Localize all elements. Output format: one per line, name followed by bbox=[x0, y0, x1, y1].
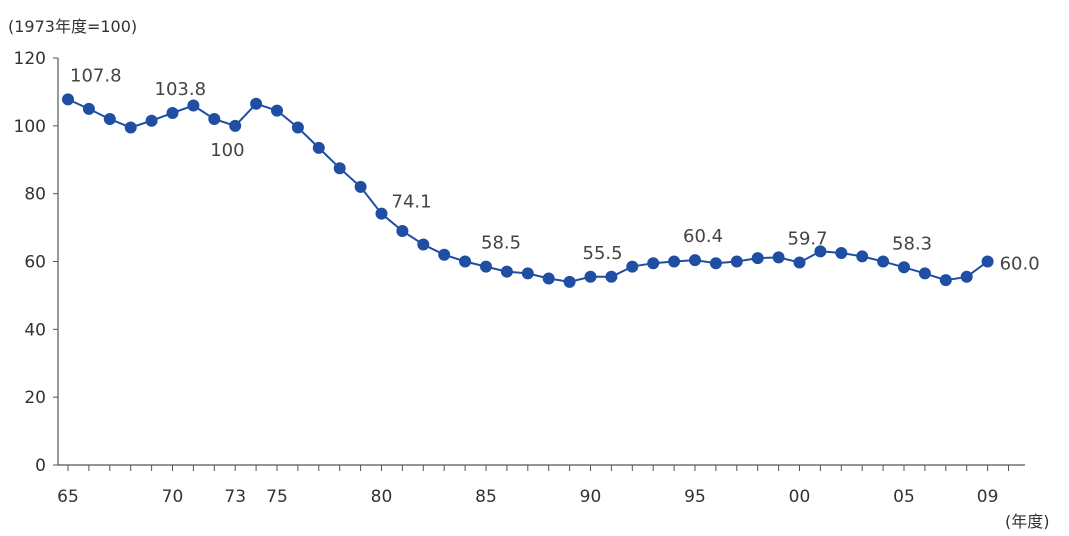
data-label: 100 bbox=[210, 140, 244, 161]
data-label: 59.7 bbox=[788, 229, 828, 250]
data-point bbox=[626, 260, 639, 273]
data-label: 74.1 bbox=[392, 192, 432, 213]
x-axis-unit-label: (年度) bbox=[1005, 512, 1050, 531]
data-point bbox=[312, 141, 325, 154]
data-point bbox=[772, 251, 785, 264]
data-point bbox=[333, 162, 346, 175]
data-point bbox=[918, 267, 931, 280]
data-label: 58.5 bbox=[481, 233, 521, 254]
data-point bbox=[584, 270, 597, 283]
x-tick-label: 73 bbox=[224, 487, 246, 507]
y-tick-label: 60 bbox=[24, 253, 46, 273]
x-tick-label: 95 bbox=[684, 487, 706, 507]
data-label: 107.8 bbox=[70, 65, 122, 86]
data-point bbox=[814, 245, 827, 258]
series-line bbox=[67, 98, 989, 283]
data-point bbox=[166, 106, 179, 119]
x-tick-label: 85 bbox=[475, 487, 497, 507]
y-tick-label: 20 bbox=[24, 388, 46, 408]
x-tick-label: 90 bbox=[580, 487, 602, 507]
data-point bbox=[229, 119, 242, 132]
data-point bbox=[563, 275, 576, 288]
y-tick-label: 80 bbox=[24, 185, 46, 205]
data-point bbox=[291, 121, 304, 134]
data-point bbox=[82, 102, 95, 115]
data-point bbox=[103, 113, 116, 126]
x-ticks: 65 70 73 75 80 85 90 95 00 05 09 bbox=[57, 465, 1009, 507]
x-tick-label: 00 bbox=[789, 487, 811, 507]
x-tick-label: 80 bbox=[371, 487, 393, 507]
data-point bbox=[438, 248, 451, 261]
data-point bbox=[354, 180, 367, 193]
data-point bbox=[856, 250, 869, 263]
data-point bbox=[145, 114, 158, 127]
data-point bbox=[877, 255, 890, 268]
data-point bbox=[981, 255, 994, 268]
data-point bbox=[521, 267, 534, 280]
x-tick-label: 75 bbox=[266, 487, 288, 507]
data-point bbox=[751, 252, 764, 265]
y-tick-label: 0 bbox=[35, 456, 46, 476]
data-label: 103.8 bbox=[155, 79, 207, 100]
x-tick-label: 05 bbox=[893, 487, 915, 507]
y-tick-label: 40 bbox=[24, 320, 46, 340]
data-point bbox=[730, 255, 743, 268]
data-point bbox=[605, 270, 618, 283]
data-point bbox=[62, 93, 74, 106]
data-point bbox=[459, 255, 472, 268]
data-point bbox=[396, 224, 409, 237]
y-tick-label: 120 bbox=[14, 49, 46, 69]
data-point bbox=[480, 260, 492, 273]
data-point bbox=[709, 257, 722, 270]
series-points bbox=[62, 93, 994, 288]
y-axis-unit-label: (1973年度=100) bbox=[8, 17, 137, 36]
data-point bbox=[271, 104, 283, 117]
data-point bbox=[417, 238, 430, 251]
data-point bbox=[208, 113, 221, 126]
data-point bbox=[689, 254, 701, 267]
data-label: 60.4 bbox=[683, 226, 723, 247]
x-tick-label: 70 bbox=[162, 487, 184, 507]
data-point bbox=[187, 99, 200, 112]
data-point bbox=[898, 261, 910, 274]
x-tick-label: 09 bbox=[977, 487, 999, 507]
data-labels: 107.8 103.8 100 74.1 58.5 55.5 60.4 59.7 58.3 60.… bbox=[70, 65, 1040, 274]
data-point bbox=[793, 256, 806, 269]
data-point bbox=[939, 274, 952, 287]
data-point bbox=[542, 272, 555, 285]
data-point bbox=[500, 265, 513, 278]
data-point bbox=[124, 121, 137, 134]
data-label: 55.5 bbox=[583, 243, 623, 264]
data-point bbox=[668, 255, 681, 268]
y-ticks: 0 20 40 60 80 100 120 bbox=[14, 49, 58, 476]
data-point bbox=[647, 257, 660, 270]
data-point bbox=[250, 97, 263, 110]
data-label: 58.3 bbox=[892, 233, 932, 254]
y-tick-label: 100 bbox=[14, 117, 46, 137]
data-point bbox=[835, 247, 848, 260]
data-label: 60.0 bbox=[1000, 254, 1040, 275]
data-point bbox=[960, 270, 973, 283]
x-tick-label: 65 bbox=[57, 487, 79, 507]
data-point bbox=[375, 207, 388, 220]
